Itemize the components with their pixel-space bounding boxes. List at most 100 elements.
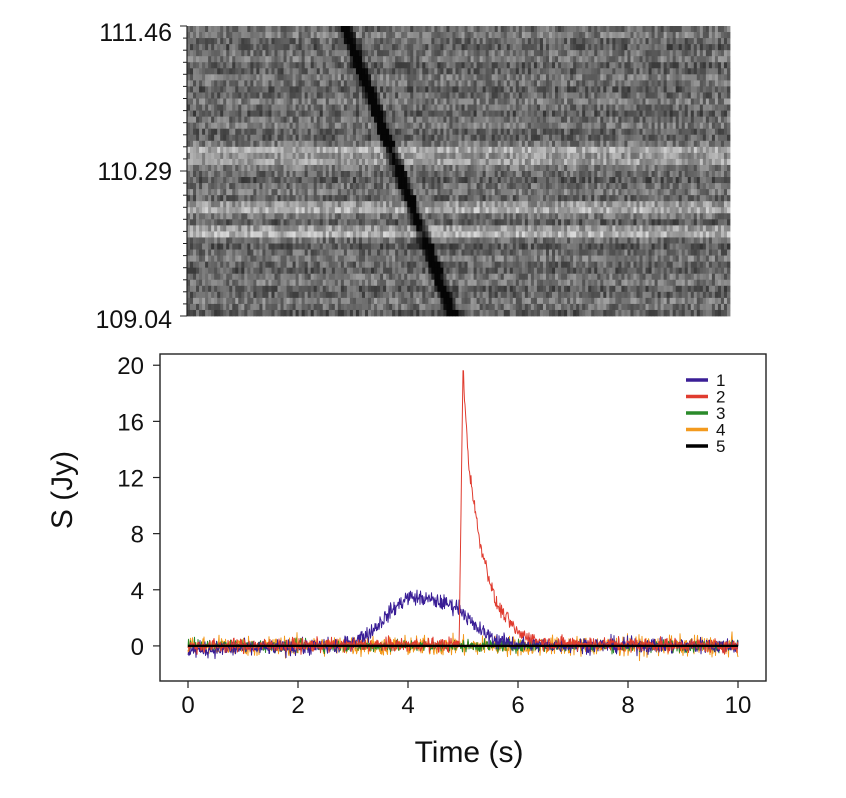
spectrum-cell bbox=[416, 146, 420, 154]
spectrum-cell bbox=[241, 110, 245, 118]
spectrum-cell bbox=[298, 80, 303, 87]
spectrum-cell bbox=[211, 26, 215, 33]
spectrum-cell bbox=[313, 50, 318, 57]
spectrum-cell bbox=[211, 80, 215, 87]
spectrum-cell bbox=[425, 50, 429, 57]
spectrum-cell bbox=[561, 62, 565, 69]
spectrum-cell bbox=[319, 189, 324, 196]
spectrum-cell bbox=[301, 26, 306, 33]
spectrum-cell bbox=[603, 177, 607, 184]
spectrum-cell bbox=[476, 104, 481, 111]
spectrum-cell bbox=[337, 92, 342, 99]
spectrum-cell bbox=[539, 104, 544, 111]
spectrum-cell bbox=[241, 177, 245, 184]
spectrum-cell bbox=[208, 32, 212, 39]
spectrum-cell bbox=[494, 62, 499, 69]
spectrum-cell bbox=[555, 152, 559, 160]
spectrum-cell bbox=[485, 50, 490, 57]
spectrum-cell bbox=[642, 122, 646, 130]
spectrum-cell bbox=[250, 92, 254, 99]
spectrum-cell bbox=[274, 146, 278, 154]
spectrum-cell bbox=[654, 128, 658, 136]
spectrum-cell bbox=[310, 146, 315, 154]
spectrum-cell bbox=[609, 26, 613, 33]
spectrum-cell bbox=[678, 68, 683, 75]
spectrum-cell bbox=[521, 32, 526, 39]
spectrum-cell bbox=[675, 110, 680, 118]
spectrum-cell bbox=[358, 183, 363, 190]
spectrum-cell bbox=[355, 164, 360, 172]
spectrum-cell bbox=[364, 62, 369, 69]
spectrum-cell bbox=[669, 86, 674, 93]
spectrum-cell bbox=[289, 26, 293, 33]
spectrum-cell bbox=[199, 183, 203, 190]
spectrum-cell bbox=[187, 86, 191, 93]
spectrum-cell bbox=[304, 171, 309, 178]
spectrum-cell bbox=[503, 98, 508, 105]
spectrum-cell bbox=[494, 171, 499, 178]
spectrum-cell bbox=[452, 86, 456, 93]
spectrum-cell bbox=[280, 134, 284, 142]
spectrum-cell bbox=[416, 134, 420, 142]
spectrum-cell bbox=[657, 68, 662, 75]
spectrum-cell bbox=[202, 50, 206, 57]
spectrum-cell bbox=[401, 189, 405, 196]
spectrum-cell bbox=[313, 62, 318, 69]
spectrum-cell bbox=[449, 50, 453, 57]
spectrum-cell bbox=[310, 164, 315, 172]
spectrum-cell bbox=[675, 134, 680, 142]
spectrum-cell bbox=[567, 158, 571, 166]
spectrum-cell bbox=[431, 86, 435, 93]
spectrum-cell bbox=[416, 128, 420, 136]
spectrum-cell bbox=[416, 80, 420, 87]
spectrum-cell bbox=[253, 128, 257, 136]
spectrum-cell bbox=[726, 98, 731, 105]
spectrum-cell bbox=[313, 116, 318, 124]
spectrum-cell bbox=[241, 104, 245, 111]
spectrum-cell bbox=[214, 68, 218, 75]
spectrum-cell bbox=[392, 104, 396, 111]
spectrum-cell bbox=[702, 158, 707, 166]
spectrum-cell bbox=[627, 80, 631, 87]
spectrum-cell bbox=[380, 171, 384, 178]
spectrum-cell bbox=[458, 98, 462, 105]
spectrum-cell bbox=[331, 171, 336, 178]
spectrum-cell bbox=[383, 68, 387, 75]
spectrum-cell bbox=[585, 183, 589, 190]
spectrum-cell bbox=[223, 86, 227, 93]
spectrum-cell bbox=[395, 128, 399, 136]
spectrum-cell bbox=[425, 104, 429, 111]
spectrum-cell bbox=[497, 189, 502, 196]
spectrum-cell bbox=[437, 183, 441, 190]
spectrum-cell bbox=[431, 74, 435, 81]
spectrum-cell bbox=[705, 116, 710, 124]
spectrum-cell bbox=[229, 74, 233, 81]
spectrum-cell bbox=[636, 80, 640, 87]
spectrum-cell bbox=[666, 177, 671, 184]
spectrum-cell bbox=[503, 50, 508, 57]
spectrum-cell bbox=[485, 134, 490, 142]
spectrum-cell bbox=[536, 38, 541, 45]
spectrum-cell bbox=[262, 128, 266, 136]
spectrum-cell bbox=[521, 164, 526, 172]
spectrum-cell bbox=[190, 146, 194, 154]
spectrum-cell bbox=[515, 158, 520, 166]
spectrum-cell bbox=[699, 50, 704, 57]
spectrum-cell bbox=[256, 122, 260, 130]
spectrum-cell bbox=[711, 62, 716, 69]
spectrum-cell bbox=[235, 152, 239, 160]
spectrum-cell bbox=[618, 62, 622, 69]
spectrum-cell bbox=[307, 158, 312, 166]
spectrum-cell bbox=[615, 92, 619, 99]
spectrum-cell bbox=[361, 152, 366, 160]
spectrum-cell bbox=[645, 104, 649, 111]
spectrum-cell bbox=[699, 86, 704, 93]
spectrum-cell bbox=[247, 56, 251, 63]
spectrum-cell bbox=[621, 50, 625, 57]
spectrum-cell bbox=[340, 171, 345, 178]
spectrum-cell bbox=[630, 146, 634, 154]
spectrum-cell bbox=[479, 104, 484, 111]
spectrum-cell bbox=[217, 171, 221, 178]
spectrum-cell bbox=[482, 68, 487, 75]
spectrum-cell bbox=[660, 140, 665, 148]
